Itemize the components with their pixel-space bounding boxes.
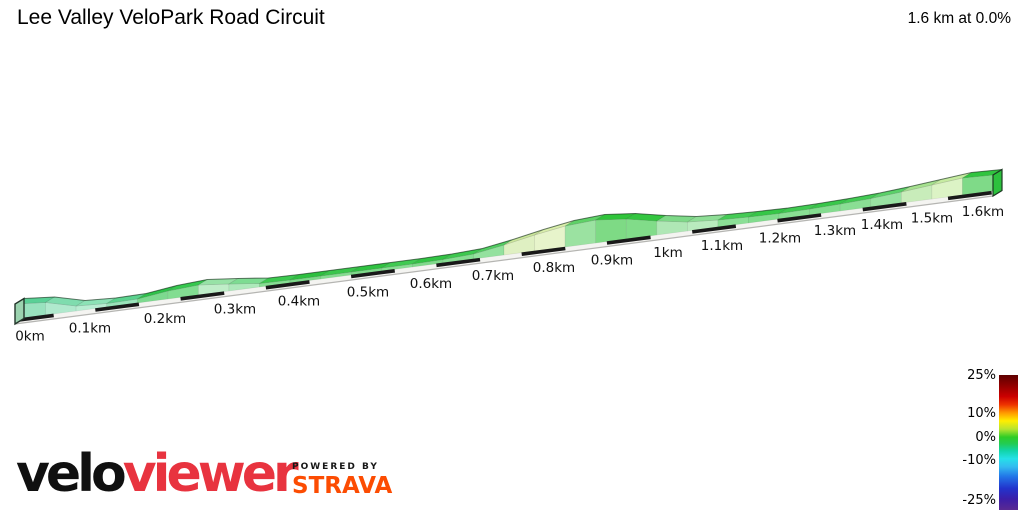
distance-label: 1.2km — [759, 230, 801, 246]
distance-label: 0.9km — [591, 252, 633, 268]
distance-label: 1.1km — [701, 238, 743, 254]
page-title: Lee Valley VeloPark Road Circuit — [17, 6, 325, 29]
logo-velo-text: velo — [16, 444, 127, 504]
distance-label: 1km — [653, 245, 683, 261]
veloviewer-logo[interactable]: veloviewer — [16, 444, 299, 506]
strava-logo: STRAVA — [292, 473, 393, 499]
distance-label: 1.5km — [911, 210, 953, 226]
distance-label: 1.6km — [962, 204, 1004, 220]
route-summary: 1.6 km at 0.0% — [907, 10, 1011, 27]
distance-label: 0.5km — [347, 284, 389, 300]
road-base-edge — [14, 195, 994, 325]
distance-label: 0.2km — [144, 311, 186, 327]
distance-label: 1.3km — [814, 223, 856, 239]
profile-end-cap — [992, 168, 1003, 198]
powered-by-label: POWERED BY — [292, 462, 379, 472]
distance-label: 1.4km — [861, 217, 903, 233]
logo-viewer-text: viewer — [122, 444, 299, 504]
distance-label: 0.4km — [278, 293, 320, 309]
strava-attribution[interactable]: POWERED BY STRAVA — [292, 462, 432, 499]
profile-back-edge — [23, 168, 1003, 302]
distance-label: 0.7km — [472, 268, 514, 284]
distance-label: 0.3km — [214, 302, 256, 318]
distance-label: 0.1km — [69, 321, 111, 337]
distance-label: 0km — [15, 329, 45, 345]
distance-label: 0.8km — [533, 260, 575, 276]
distance-label: 0.6km — [410, 276, 452, 292]
profile-start-cap — [14, 297, 25, 326]
road-base-strip — [15, 191, 993, 324]
